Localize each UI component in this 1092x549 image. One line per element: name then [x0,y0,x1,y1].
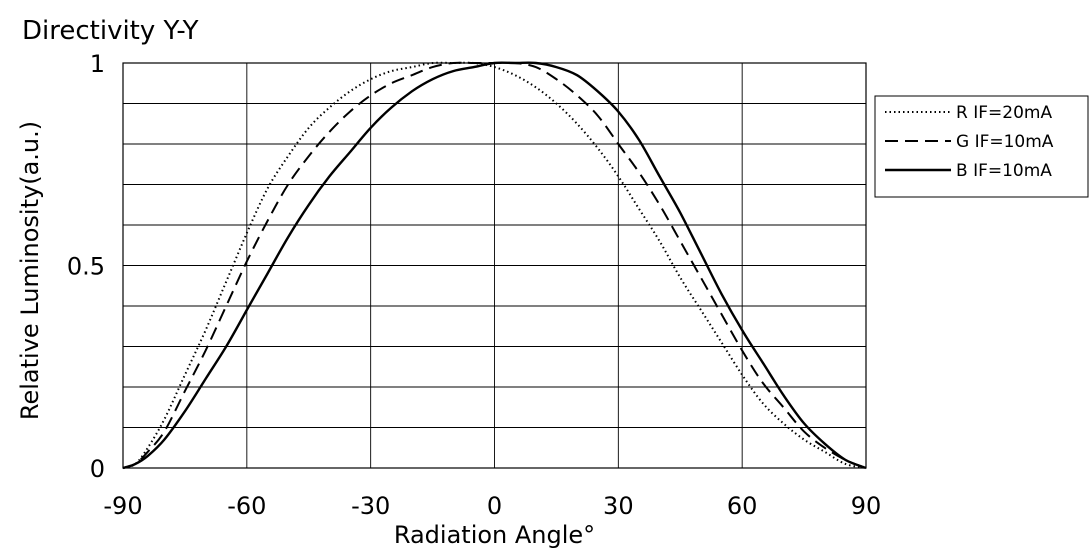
legend-label: B IF=10mA [956,161,1052,181]
x-tick-label: 90 [851,492,882,520]
y-tick-label: 0 [90,455,105,483]
x-axis-label: Radiation Angle° [394,521,595,549]
x-tick-label: 30 [603,492,634,520]
series-line-2 [122,61,867,469]
legend-box [874,95,1089,198]
legend: R IF=20mA G IF=10mA B IF=10mA [874,95,1089,198]
y-tick-label: 1 [90,50,105,78]
y-axis-label: Relative Luminosity(a.u.) [16,121,44,420]
chart-title: Directivity Y-Y [22,16,199,46]
legend-label: R IF=20mA [956,103,1052,123]
x-tick-label: -60 [227,492,266,520]
x-tick-label: -30 [351,492,390,520]
x-tick-label: 60 [727,492,758,520]
x-tick-label: 0 [487,492,502,520]
series-layer [122,61,867,470]
series-line-1 [122,61,867,469]
x-tick-labels: -90 -60 -30 0 30 60 90 [103,492,881,520]
y-tick-labels: 00.51 [67,50,105,483]
legend-label: G IF=10mA [956,132,1054,152]
grid-lines [123,63,866,468]
y-tick-label: 0.5 [67,253,105,281]
x-tick-label: -90 [103,492,142,520]
series-line-3 [122,61,867,470]
